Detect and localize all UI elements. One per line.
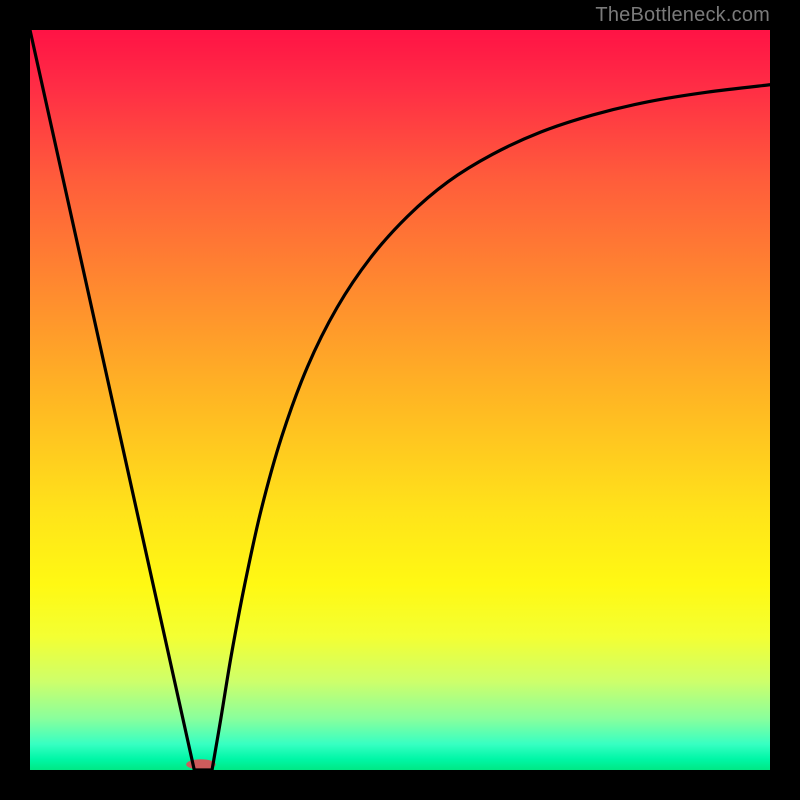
plot-area [30, 30, 770, 770]
watermark-text: TheBottleneck.com [595, 4, 770, 27]
chart-frame: TheBottleneck.com [0, 0, 800, 800]
curve-layer [30, 30, 770, 770]
bottleneck-curve [30, 30, 770, 770]
